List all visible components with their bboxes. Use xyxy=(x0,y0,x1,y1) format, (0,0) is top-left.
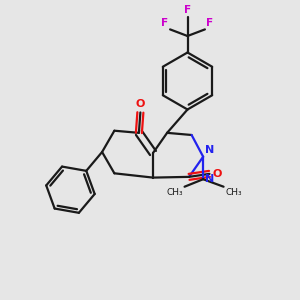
Text: F: F xyxy=(161,18,169,28)
Text: N: N xyxy=(205,145,214,155)
Text: O: O xyxy=(136,99,145,110)
Text: CH₃: CH₃ xyxy=(167,188,183,197)
Text: O: O xyxy=(212,169,222,179)
Text: F: F xyxy=(184,5,191,15)
Text: CH₃: CH₃ xyxy=(225,188,242,197)
Text: F: F xyxy=(206,18,214,28)
Text: N: N xyxy=(205,174,214,184)
